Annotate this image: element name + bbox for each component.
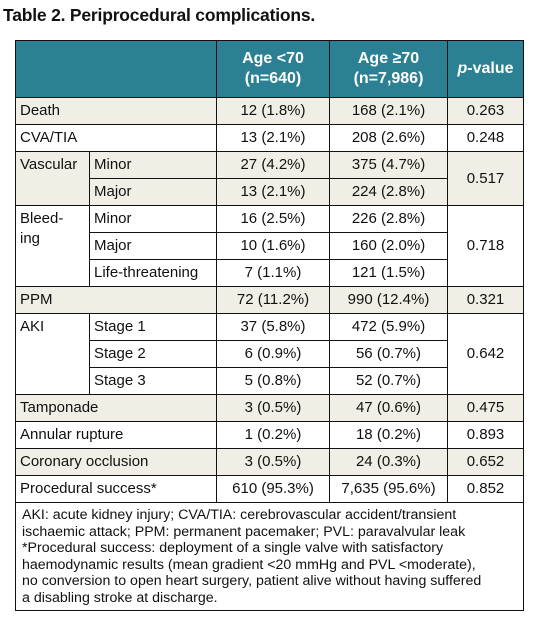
cell-value: 226 (2.8%) [329, 205, 448, 233]
header-p-rest: -value [467, 60, 514, 77]
header-age-under-70-n: (n=640) [244, 70, 302, 87]
row-label: AKI [15, 313, 90, 395]
footnote-line: haemodynamic results (mean gradient <20 … [22, 556, 476, 573]
cell-value: 24 (0.3%) [329, 448, 448, 476]
cell-value: 3 (0.5%) [216, 448, 330, 476]
sub-label: Minor [89, 151, 217, 179]
sub-label: Major [89, 232, 217, 260]
cell-value: 990 (12.4%) [329, 286, 448, 314]
header-age-70-plus: Age ≥70 (n=7,986) [329, 40, 448, 98]
header-age-under-70: Age <70 (n=640) [216, 40, 330, 98]
header-age-70-plus-label: Age ≥70 [357, 50, 420, 67]
table-row: AKI Stage 1 37 (5.8%) 472 (5.9%) 0.642 [15, 313, 524, 395]
row-label: Coronary occlusion [15, 448, 217, 476]
header-blank [15, 40, 217, 98]
cell-value: 12 (1.8%) [216, 97, 330, 125]
table-row: Annular rupture 1 (0.2%) 18 (0.2%) 0.893 [15, 421, 524, 449]
row-label-line: Bleed- [20, 210, 64, 227]
row-label: Procedural success* [15, 475, 217, 503]
complications-table: Age <70 (n=640) Age ≥70 (n=7,986) p-valu… [15, 40, 524, 611]
table-row: Major 10 (1.6%) 160 (2.0%) [16, 232, 524, 260]
footnote-line: a disabling stroke at discharge. [22, 589, 218, 606]
footnote-line: AKI: acute kidney injury; CVA/TIA: cereb… [22, 507, 457, 523]
table-row: Coronary occlusion 3 (0.5%) 24 (0.3%) 0.… [15, 448, 524, 476]
table-row: PPM 72 (11.2%) 990 (12.4%) 0.321 [15, 286, 524, 314]
cell-p-value: 0.517 [447, 151, 524, 206]
cell-p-value: 0.893 [447, 421, 524, 449]
sub-label: Stage 2 [89, 340, 217, 368]
cell-value: 7 (1.1%) [216, 259, 330, 287]
sub-label: Life-threatening [89, 259, 217, 287]
table-row: CVA/TIA 13 (2.1%) 208 (2.6%) 0.248 [15, 124, 524, 152]
footnote-line: no conversion to open heart surgery, pat… [22, 573, 482, 589]
cell-p-value: 0.852 [447, 475, 524, 503]
header-age-70-plus-n: (n=7,986) [353, 70, 424, 87]
header-row: Age <70 (n=640) Age ≥70 (n=7,986) p-valu… [15, 40, 524, 98]
footnote-line: ischaemic attack; PPM: permanent pacemak… [22, 523, 466, 540]
row-label: PPM [15, 286, 217, 314]
row-label-line: ing [20, 230, 41, 247]
cell-value: 168 (2.1%) [329, 97, 448, 125]
cell-value: 47 (0.6%) [329, 394, 448, 422]
table-footnote: AKI: acute kidney injury; CVA/TIA: cereb… [15, 502, 524, 611]
row-label: Death [15, 97, 217, 125]
table-title: Table 2. Periprocedural complications. [3, 5, 316, 25]
cell-p-value: 0.248 [447, 124, 524, 152]
cell-value: 208 (2.6%) [329, 124, 448, 152]
sub-label: Minor [89, 205, 217, 233]
cell-value: 72 (11.2%) [216, 286, 330, 314]
cell-value: 18 (0.2%) [329, 421, 448, 449]
table-row: Vascular Minor 27 (4.2%) 375 (4.7%) 0.51… [15, 151, 524, 206]
row-label: Annular rupture [15, 421, 217, 449]
footnote-line: *Procedural success: deployment of a sin… [22, 540, 444, 556]
sub-label: Major [89, 178, 217, 206]
cell-value: 7,635 (95.6%) [329, 475, 448, 503]
cell-value: 121 (1.5%) [329, 259, 448, 287]
table-row: Bleed- ing Minor 16 (2.5%) 226 (2.8%) 0.… [15, 205, 524, 287]
cell-value: 472 (5.9%) [329, 313, 448, 341]
cell-value: 13 (2.1%) [216, 124, 330, 152]
footnote-row: AKI: acute kidney injury; CVA/TIA: cereb… [15, 502, 524, 611]
cell-value: 3 (0.5%) [216, 394, 330, 422]
table-row: Procedural success* 610 (95.3%) 7,635 (9… [15, 475, 524, 503]
row-label: Tamponade [15, 394, 217, 422]
table-row: Major 13 (2.1%) 224 (2.8%) [16, 178, 524, 206]
cell-p-value: 0.652 [447, 448, 524, 476]
cell-value: 56 (0.7%) [329, 340, 448, 368]
table-row: Tamponade 3 (0.5%) 47 (0.6%) 0.475 [15, 394, 524, 422]
row-label: Bleed- ing [15, 205, 90, 287]
cell-p-value: 0.263 [447, 97, 524, 125]
row-label: Vascular [15, 151, 90, 206]
sub-label: Stage 3 [89, 367, 217, 395]
sub-label: Stage 1 [89, 313, 217, 341]
cell-value: 6 (0.9%) [216, 340, 330, 368]
cell-value: 37 (5.8%) [216, 313, 330, 341]
cell-value: 13 (2.1%) [216, 178, 330, 206]
table-row: Stage 2 6 (0.9%) 56 (0.7%) [16, 340, 524, 368]
cell-value: 52 (0.7%) [329, 367, 448, 395]
row-label: CVA/TIA [15, 124, 217, 152]
header-p-value: p-value [447, 40, 524, 98]
cell-value: 5 (0.8%) [216, 367, 330, 395]
cell-p-value: 0.642 [447, 313, 524, 395]
cell-p-value: 0.718 [447, 205, 524, 287]
table-row: Stage 3 5 (0.8%) 52 (0.7%) [16, 367, 524, 395]
header-age-under-70-label: Age <70 [242, 50, 304, 67]
table-row: Life-threatening 7 (1.1%) 121 (1.5%) [16, 259, 524, 287]
cell-value: 224 (2.8%) [329, 178, 448, 206]
cell-value: 27 (4.2%) [216, 151, 330, 179]
table-row: Death 12 (1.8%) 168 (2.1%) 0.263 [15, 97, 524, 125]
cell-p-value: 0.321 [447, 286, 524, 314]
cell-value: 610 (95.3%) [216, 475, 330, 503]
header-p-italic: p [457, 60, 468, 77]
cell-value: 10 (1.6%) [216, 232, 330, 260]
cell-value: 16 (2.5%) [216, 205, 330, 233]
cell-value: 160 (2.0%) [329, 232, 448, 260]
cell-value: 375 (4.7%) [329, 151, 448, 179]
cell-p-value: 0.475 [447, 394, 524, 422]
cell-value: 1 (0.2%) [216, 421, 330, 449]
